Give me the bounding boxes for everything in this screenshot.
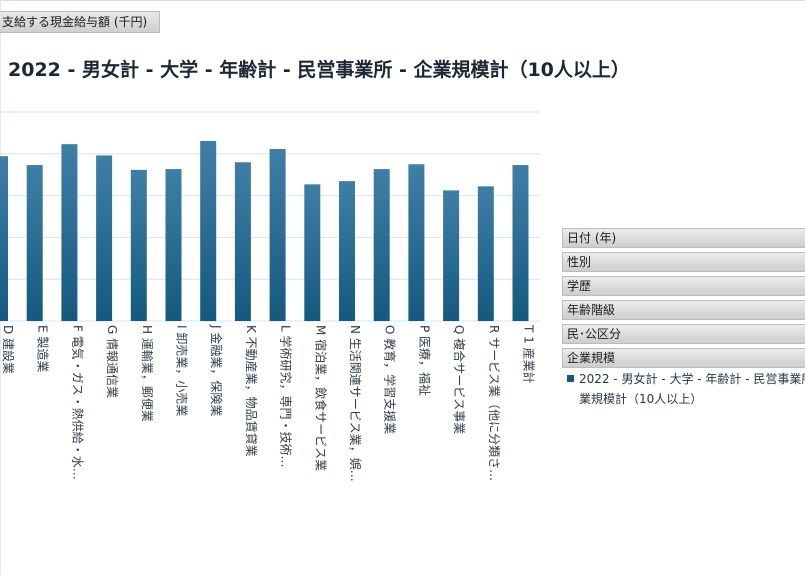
bar[interactable] [26,165,43,321]
bar[interactable] [477,186,494,321]
bar[interactable] [96,155,113,321]
x-tick-label: P 医療，福祉 [417,325,432,396]
measure-field-button[interactable]: 支給する現金給与額 (千円) [0,11,160,33]
filter-button-public-private[interactable]: 民･公区分 [562,324,805,344]
filter-button-date-year[interactable]: 日付 (年) [562,228,805,248]
legend-entry[interactable]: 2022 - 男女計 - 大学 - 年齢計 - 民営事業所 - 企 [567,369,805,389]
frame-top-border [0,0,805,1]
x-tick-label: O 教育，学習支援業 [383,325,398,434]
legend-series-name: 2022 - 男女計 - 大学 - 年齢計 - 民営事業所 - 企 [579,372,805,386]
bar[interactable] [61,144,78,321]
x-tick-label: R サービス業（他に分類さ… [487,325,501,481]
x-tick-label: N 生活関連サービス業，娯… [348,325,362,482]
bar[interactable] [200,140,217,321]
bar[interactable] [0,156,8,321]
x-tick-label: G 情報通信業 [105,325,119,398]
x-axis-labels: D 建設業 E 製造業 F 電気・ガス・熱供給・水… G 情報通信業 H 運輸業，郵便業… [1,324,537,482]
filter-panel: 日付 (年) 性別 学歴 年齢階級 民･公区分 企業規模 [562,228,805,372]
legend-series-name-continued: 業規模計（10人以上） [579,392,703,406]
chart-title: 2022 - 男女計 - 大学 - 年齢計 - 民営事業所 - 企業規模計（10… [8,59,630,81]
legend-swatch [567,375,574,382]
filter-button-company-size[interactable]: 企業規模 [562,348,805,368]
bar-chart: D 建設業 E 製造業 F 電気・ガス・熱供給・水… G 情報通信業 H 運輸業，郵便業… [0,111,540,482]
filter-button-age-group[interactable]: 年齢階級 [562,300,805,320]
x-tick-label: E 製造業 [36,325,50,372]
bar[interactable] [130,169,147,321]
bar[interactable] [443,190,460,321]
bar[interactable] [234,162,251,321]
x-tick-label: H 運輸業，郵便業 [140,325,155,422]
filter-button-education[interactable]: 学歴 [562,276,805,296]
bar[interactable] [339,181,355,321]
filter-button-sex[interactable]: 性別 [562,252,805,272]
x-tick-label: F 電気・ガス・熱供給・水… [70,325,85,480]
bar[interactable] [373,169,390,321]
x-tick-label: I 卸売業，小売業 [175,325,190,416]
x-tick-label: L 学術研究，専門・技術… [279,325,294,468]
bar[interactable] [304,184,321,321]
x-tick-label: T 1 産業計 [522,324,537,384]
bar[interactable] [512,165,529,321]
x-tick-label: K 不動産業，物品賃貸業 [244,325,259,457]
bar-series [0,140,529,321]
bar[interactable] [269,148,286,321]
x-tick-label: Q 複合サービス事業 [452,325,467,434]
x-tick-label: M 宿泊業，飲食サービス業 [313,325,328,471]
x-tick-label: J 金融業，保険業 [209,324,224,416]
x-tick-label: D 建設業 [1,325,16,374]
bar[interactable] [165,169,182,321]
bar[interactable] [408,164,425,321]
chart-legend: 2022 - 男女計 - 大学 - 年齢計 - 民営事業所 - 企 業規模計（1… [567,369,805,409]
